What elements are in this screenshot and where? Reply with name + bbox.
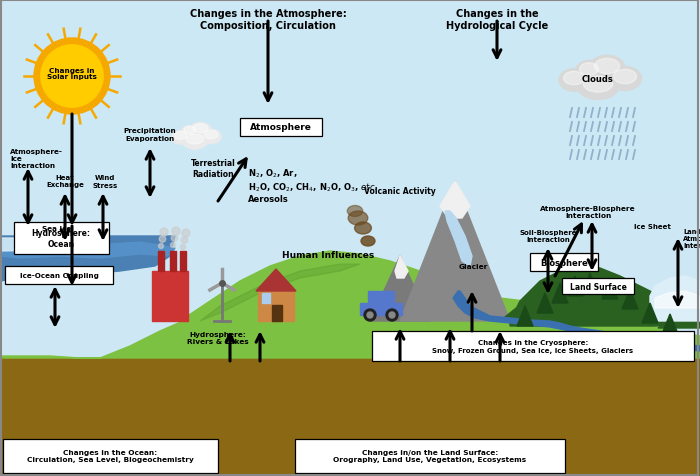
Text: Changes in the Ocean:
Circulation, Sea Level, Biogeochemistry: Changes in the Ocean: Circulation, Sea L… [27, 449, 193, 463]
Text: Volcanic Activity: Volcanic Activity [364, 187, 436, 196]
Ellipse shape [171, 243, 176, 248]
Polygon shape [642, 303, 658, 323]
Polygon shape [567, 277, 583, 297]
FancyArrowPatch shape [226, 335, 234, 361]
Polygon shape [368, 291, 394, 303]
Ellipse shape [193, 124, 208, 133]
Ellipse shape [559, 69, 589, 92]
Polygon shape [440, 182, 470, 218]
Text: Land Surface: Land Surface [570, 282, 626, 291]
Polygon shape [200, 265, 360, 321]
Circle shape [34, 39, 110, 115]
Ellipse shape [182, 229, 190, 238]
Ellipse shape [608, 68, 641, 91]
Polygon shape [560, 282, 640, 314]
Ellipse shape [186, 135, 204, 145]
Circle shape [364, 309, 376, 321]
Ellipse shape [172, 228, 180, 236]
FancyBboxPatch shape [372, 331, 694, 361]
Text: Terrestrial
Radiation: Terrestrial Radiation [190, 159, 235, 178]
Ellipse shape [583, 77, 612, 93]
Text: Atmosphere-Biosphere
Interaction: Atmosphere-Biosphere Interaction [540, 205, 636, 218]
Ellipse shape [577, 73, 619, 100]
Text: Changes in the Cryosphere:
Snow, Frozen Ground, Sea Ice, Ice Sheets, Glaciers: Changes in the Cryosphere: Snow, Frozen … [433, 340, 634, 353]
Polygon shape [256, 269, 296, 291]
FancyArrowPatch shape [99, 197, 107, 238]
FancyArrowPatch shape [68, 227, 76, 283]
Ellipse shape [172, 235, 178, 242]
FancyArrowPatch shape [446, 332, 454, 361]
Circle shape [389, 312, 395, 318]
Polygon shape [602, 279, 618, 299]
Text: Atmosphere: Atmosphere [250, 123, 312, 132]
Polygon shape [0, 291, 700, 358]
Polygon shape [395, 257, 408, 278]
Text: Ice Sheet: Ice Sheet [634, 224, 671, 229]
FancyArrowPatch shape [396, 332, 404, 361]
FancyArrowPatch shape [496, 335, 504, 361]
FancyArrowPatch shape [61, 197, 69, 238]
Ellipse shape [181, 237, 188, 244]
FancyArrowPatch shape [555, 225, 582, 277]
Polygon shape [258, 291, 294, 321]
Polygon shape [525, 286, 615, 321]
FancyArrowPatch shape [588, 225, 596, 268]
Ellipse shape [172, 131, 190, 145]
Text: Clouds: Clouds [582, 75, 614, 84]
Ellipse shape [589, 56, 625, 81]
Text: Hydrosphere:
Ocean: Hydrosphere: Ocean [32, 229, 90, 248]
Ellipse shape [183, 134, 208, 150]
Ellipse shape [160, 228, 168, 237]
Polygon shape [662, 314, 678, 334]
Text: Human Influences: Human Influences [282, 250, 374, 259]
FancyArrowPatch shape [146, 152, 154, 195]
FancyBboxPatch shape [530, 253, 598, 271]
FancyArrowPatch shape [218, 159, 246, 201]
Ellipse shape [594, 59, 620, 74]
Circle shape [41, 46, 103, 108]
Polygon shape [445, 211, 472, 267]
FancyBboxPatch shape [562, 278, 634, 294]
FancyArrowPatch shape [468, 295, 476, 331]
FancyArrowPatch shape [493, 22, 501, 59]
FancyBboxPatch shape [3, 439, 218, 473]
Circle shape [386, 309, 398, 321]
FancyBboxPatch shape [240, 119, 322, 137]
Ellipse shape [160, 236, 166, 243]
Polygon shape [552, 283, 568, 303]
Polygon shape [592, 288, 668, 318]
Text: Changes in
Solar Inputs: Changes in Solar Inputs [47, 68, 97, 80]
Polygon shape [0, 452, 700, 476]
Polygon shape [152, 271, 188, 321]
Text: Land-
Atmosphere
Interaction: Land- Atmosphere Interaction [683, 228, 700, 248]
Ellipse shape [348, 211, 368, 226]
Polygon shape [500, 289, 580, 321]
Ellipse shape [355, 223, 372, 235]
Ellipse shape [347, 206, 363, 217]
FancyArrowPatch shape [256, 335, 264, 361]
Text: Biosphere: Biosphere [540, 258, 588, 267]
Polygon shape [180, 251, 186, 271]
Text: Soil-Biosphere
Interaction: Soil-Biosphere Interaction [519, 230, 577, 243]
Text: Wind
Stress: Wind Stress [92, 175, 118, 188]
Ellipse shape [174, 132, 187, 140]
FancyBboxPatch shape [14, 223, 109, 255]
Polygon shape [510, 267, 700, 327]
FancyArrowPatch shape [544, 252, 552, 291]
Polygon shape [158, 251, 164, 271]
FancyArrowPatch shape [24, 172, 32, 223]
FancyBboxPatch shape [295, 439, 565, 473]
Ellipse shape [361, 237, 375, 247]
Ellipse shape [190, 123, 211, 139]
Text: Sea Ice: Sea Ice [42, 226, 71, 231]
Ellipse shape [181, 127, 197, 139]
FancyBboxPatch shape [5, 267, 113, 284]
Polygon shape [180, 251, 560, 321]
Text: Hydrosphere:
Rivers & Lakes: Hydrosphere: Rivers & Lakes [187, 332, 248, 345]
Text: Changes in/on the Land Surface:
Orography, Land Use, Vegetation, Ecosystems: Changes in/on the Land Surface: Orograph… [333, 449, 526, 463]
Ellipse shape [564, 72, 584, 86]
Polygon shape [170, 251, 176, 271]
Ellipse shape [158, 244, 164, 249]
Ellipse shape [202, 130, 221, 144]
